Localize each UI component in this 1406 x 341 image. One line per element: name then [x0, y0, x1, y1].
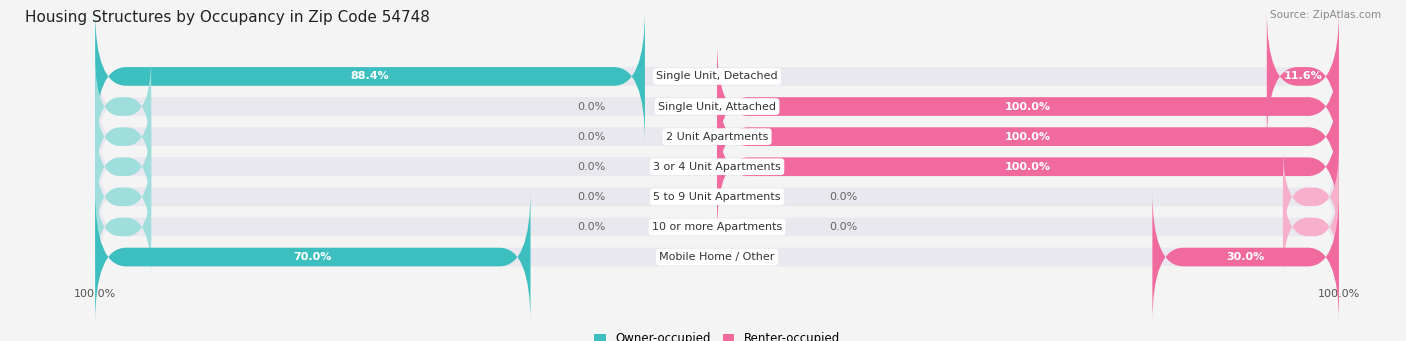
Text: Housing Structures by Occupancy in Zip Code 54748: Housing Structures by Occupancy in Zip C… — [25, 10, 430, 25]
Text: 0.0%: 0.0% — [576, 102, 605, 112]
Text: 0.0%: 0.0% — [576, 162, 605, 172]
FancyBboxPatch shape — [1284, 176, 1339, 278]
Text: Single Unit, Attached: Single Unit, Attached — [658, 102, 776, 112]
FancyBboxPatch shape — [1267, 11, 1339, 142]
Text: 5 to 9 Unit Apartments: 5 to 9 Unit Apartments — [654, 192, 780, 202]
FancyBboxPatch shape — [96, 41, 1339, 173]
Text: 0.0%: 0.0% — [830, 192, 858, 202]
Text: 0.0%: 0.0% — [576, 132, 605, 142]
Text: 11.6%: 11.6% — [1284, 71, 1322, 81]
FancyBboxPatch shape — [96, 56, 152, 158]
Text: 2 Unit Apartments: 2 Unit Apartments — [666, 132, 768, 142]
FancyBboxPatch shape — [96, 146, 152, 248]
Text: 70.0%: 70.0% — [294, 252, 332, 262]
Text: Mobile Home / Other: Mobile Home / Other — [659, 252, 775, 262]
FancyBboxPatch shape — [96, 116, 152, 218]
FancyBboxPatch shape — [1153, 191, 1339, 323]
FancyBboxPatch shape — [96, 71, 1339, 203]
FancyBboxPatch shape — [96, 176, 152, 278]
Text: 10 or more Apartments: 10 or more Apartments — [652, 222, 782, 232]
Text: 0.0%: 0.0% — [830, 222, 858, 232]
FancyBboxPatch shape — [717, 41, 1339, 173]
Text: 3 or 4 Unit Apartments: 3 or 4 Unit Apartments — [654, 162, 780, 172]
Text: 100.0%: 100.0% — [1005, 102, 1052, 112]
FancyBboxPatch shape — [96, 191, 530, 323]
Text: 100.0%: 100.0% — [1005, 162, 1052, 172]
FancyBboxPatch shape — [96, 131, 1339, 263]
Text: 0.0%: 0.0% — [576, 192, 605, 202]
FancyBboxPatch shape — [717, 71, 1339, 203]
Text: 100.0%: 100.0% — [1005, 132, 1052, 142]
FancyBboxPatch shape — [96, 11, 1339, 142]
Text: 30.0%: 30.0% — [1226, 252, 1265, 262]
Text: Source: ZipAtlas.com: Source: ZipAtlas.com — [1270, 10, 1381, 20]
FancyBboxPatch shape — [96, 101, 1339, 233]
FancyBboxPatch shape — [96, 11, 645, 142]
Legend: Owner-occupied, Renter-occupied: Owner-occupied, Renter-occupied — [589, 328, 845, 341]
Text: 0.0%: 0.0% — [576, 222, 605, 232]
FancyBboxPatch shape — [96, 86, 152, 188]
FancyBboxPatch shape — [1284, 146, 1339, 248]
FancyBboxPatch shape — [717, 101, 1339, 233]
Text: Single Unit, Detached: Single Unit, Detached — [657, 71, 778, 81]
FancyBboxPatch shape — [96, 191, 1339, 323]
FancyBboxPatch shape — [96, 161, 1339, 293]
Text: 88.4%: 88.4% — [350, 71, 389, 81]
